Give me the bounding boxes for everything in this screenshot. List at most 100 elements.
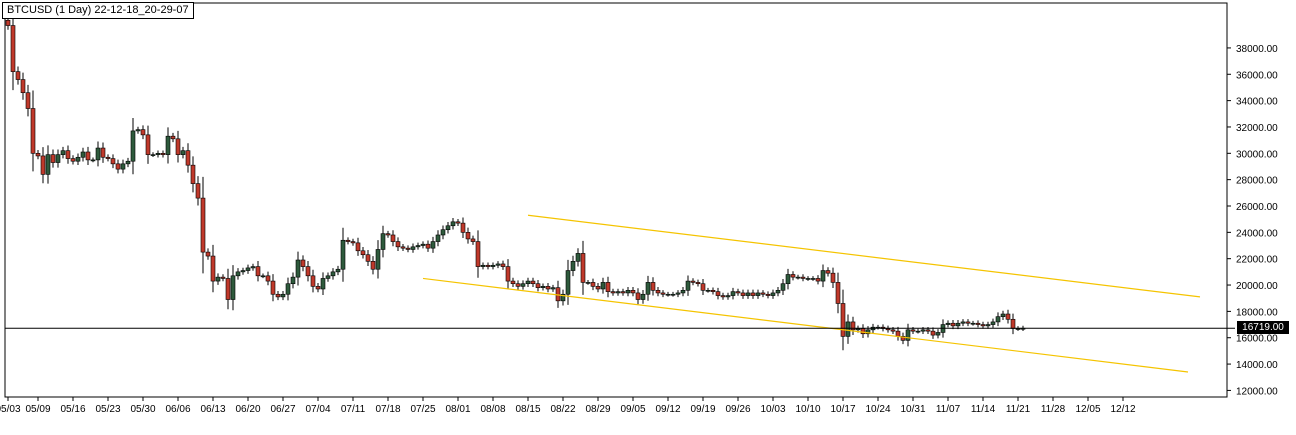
candle-down bbox=[1010, 318, 1016, 329]
candle-up bbox=[410, 246, 416, 250]
candle-down bbox=[305, 266, 311, 277]
candle-up bbox=[570, 261, 576, 271]
x-tick-label: 05/03 bbox=[0, 404, 21, 415]
candle-up bbox=[420, 243, 426, 246]
candle-down bbox=[455, 221, 461, 224]
candle-up bbox=[325, 275, 331, 279]
y-tick-label: 12000.00 bbox=[1236, 386, 1278, 397]
x-tick-label: 09/05 bbox=[620, 404, 645, 415]
x-tick-label: 10/03 bbox=[760, 404, 785, 415]
candle-down bbox=[510, 280, 516, 285]
candle-down bbox=[630, 290, 636, 294]
candle-up bbox=[1000, 313, 1006, 317]
candle-down bbox=[740, 292, 746, 296]
x-tick-label: 05/09 bbox=[25, 404, 50, 415]
candle-up bbox=[670, 293, 676, 296]
candle-down bbox=[385, 233, 391, 236]
candle-down bbox=[115, 163, 121, 170]
candle-down bbox=[505, 266, 511, 282]
candle-up bbox=[810, 278, 816, 280]
candle-up bbox=[775, 290, 781, 294]
candle-down bbox=[580, 253, 586, 283]
candle-up bbox=[155, 153, 161, 155]
candle-down bbox=[210, 255, 216, 282]
candle-down bbox=[395, 241, 401, 248]
candle-down bbox=[965, 321, 971, 324]
candle-down bbox=[145, 134, 151, 155]
candle-up bbox=[780, 283, 786, 291]
x-tick-label: 06/20 bbox=[235, 404, 260, 415]
candle-down bbox=[790, 274, 796, 278]
candle-down bbox=[925, 329, 931, 332]
candle-up bbox=[445, 225, 451, 231]
candle-up bbox=[285, 283, 291, 295]
candle-down bbox=[400, 246, 406, 249]
y-tick-label: 26000.00 bbox=[1236, 202, 1278, 213]
candle-down bbox=[975, 322, 981, 325]
candle-down bbox=[815, 278, 821, 282]
y-tick-label: 14000.00 bbox=[1236, 360, 1278, 371]
candle-up bbox=[520, 283, 526, 287]
candle-up bbox=[165, 135, 171, 155]
candle-down bbox=[425, 243, 431, 249]
channel-lower-line bbox=[422, 277, 1189, 373]
candle-down bbox=[195, 183, 201, 199]
candle-up bbox=[55, 154, 61, 163]
candle-up bbox=[250, 266, 256, 269]
candle-down bbox=[40, 155, 46, 175]
candle-down bbox=[225, 278, 231, 300]
x-tick-label: 06/06 bbox=[165, 404, 190, 415]
candle-up bbox=[295, 259, 301, 278]
candle-down bbox=[300, 259, 306, 267]
candle-down bbox=[20, 79, 26, 94]
candle-down bbox=[50, 154, 56, 163]
candle-up bbox=[665, 293, 671, 296]
x-tick-label: 08/08 bbox=[480, 404, 505, 415]
candle-up bbox=[920, 329, 926, 332]
x-tick-label: 05/30 bbox=[130, 404, 155, 415]
candle-down bbox=[980, 324, 986, 327]
candle-down bbox=[185, 150, 191, 166]
candle-up bbox=[945, 322, 951, 325]
candle-up bbox=[795, 276, 801, 279]
candle-down bbox=[595, 286, 601, 290]
channel-upper-line bbox=[527, 214, 1201, 298]
candle-up bbox=[805, 278, 811, 280]
candle-up bbox=[575, 253, 581, 262]
candle-down bbox=[930, 330, 936, 336]
candle-down bbox=[190, 164, 196, 184]
y-tick-label: 20000.00 bbox=[1236, 281, 1278, 292]
candle-up bbox=[540, 286, 546, 288]
candle-down bbox=[850, 321, 856, 331]
candle-down bbox=[655, 290, 661, 294]
candle-up bbox=[785, 274, 791, 285]
x-tick-label: 11/07 bbox=[936, 404, 961, 415]
candle-up bbox=[640, 293, 646, 300]
candle-down bbox=[690, 280, 696, 283]
y-tick-label: 32000.00 bbox=[1236, 123, 1278, 134]
candle-down bbox=[605, 282, 611, 292]
y-tick-label: 28000.00 bbox=[1236, 176, 1278, 187]
candle-up bbox=[615, 291, 621, 294]
candle-down bbox=[590, 282, 596, 287]
candle-up bbox=[125, 160, 131, 165]
candle-down bbox=[840, 303, 846, 337]
x-tick-label: 06/13 bbox=[200, 404, 225, 415]
candle-up bbox=[820, 270, 826, 282]
x-tick-label: 11/21 bbox=[1006, 404, 1031, 415]
candle-up bbox=[915, 330, 921, 333]
x-tick-label: 12/05 bbox=[1075, 404, 1100, 415]
candle-up bbox=[680, 290, 686, 294]
candle-down bbox=[10, 25, 16, 72]
candle-up bbox=[450, 221, 456, 227]
candle-up bbox=[565, 270, 571, 295]
candle-up bbox=[240, 270, 246, 273]
y-tick-label: 18000.00 bbox=[1236, 307, 1278, 318]
candle-down bbox=[650, 282, 656, 291]
candle-down bbox=[35, 153, 41, 157]
x-tick-label: 07/04 bbox=[305, 404, 330, 415]
x-tick-label: 09/26 bbox=[725, 404, 750, 415]
candle-down bbox=[835, 282, 841, 304]
candle-down bbox=[545, 286, 551, 290]
candle-down bbox=[275, 293, 281, 298]
